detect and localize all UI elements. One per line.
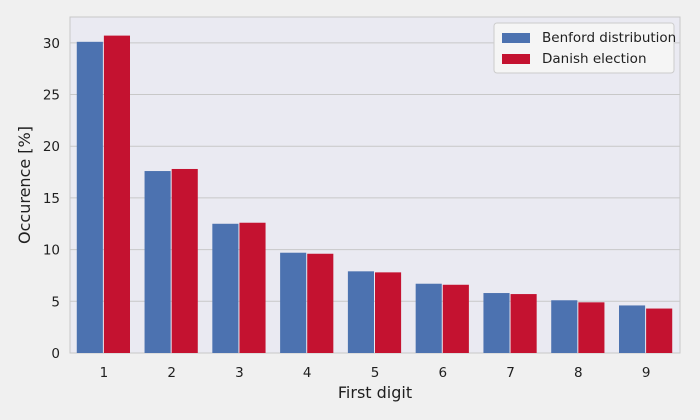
bar-benford-7	[483, 293, 510, 353]
legend: Benford distribution Danish election	[493, 22, 676, 74]
bar-danish-2	[171, 168, 198, 353]
y-tick-label: 0	[51, 346, 60, 362]
bars	[76, 35, 673, 354]
bar-danish-9	[646, 308, 673, 353]
x-tick-label: 3	[235, 365, 244, 381]
y-tick-label: 15	[43, 191, 60, 207]
bar-danish-1	[103, 35, 130, 354]
x-axis-label: First digit	[338, 383, 412, 402]
bar-danish-8	[578, 302, 605, 353]
y-tick-label: 25	[43, 88, 60, 104]
y-tick-labels: 0 5 10 15 20 25 30	[43, 36, 60, 362]
bar-benford-6	[415, 283, 442, 353]
bar-danish-5	[375, 272, 402, 353]
bar-benford-9	[619, 305, 646, 353]
x-tick-label: 7	[506, 365, 515, 381]
x-tick-label: 6	[438, 365, 447, 381]
y-tick-label: 30	[43, 36, 60, 52]
x-tick-label: 1	[100, 365, 109, 381]
legend-label-benford: Benford distribution	[542, 30, 676, 46]
bar-benford-1	[76, 41, 103, 353]
x-tick-label: 2	[167, 365, 176, 381]
legend-label-danish: Danish election	[542, 51, 647, 67]
bar-danish-7	[510, 294, 537, 353]
bar-benford-8	[551, 300, 578, 353]
bar-danish-3	[239, 222, 266, 353]
x-tick-label: 5	[371, 365, 380, 381]
legend-box	[493, 22, 675, 74]
x-tick-label: 9	[642, 365, 651, 381]
y-tick-label: 20	[43, 139, 60, 155]
bar-benford-4	[280, 252, 307, 353]
bar-danish-6	[442, 284, 469, 353]
legend-swatch-danish	[502, 54, 530, 64]
bar-benford-3	[212, 223, 239, 353]
x-tick-labels: 1 2 3 4 5 6 7 8 9	[100, 365, 651, 381]
bar-benford-5	[347, 271, 374, 353]
y-tick-label: 10	[43, 243, 60, 259]
bar-danish-4	[307, 253, 334, 353]
legend-swatch-benford	[502, 33, 530, 43]
y-axis-label: Occurence [%]	[15, 126, 34, 244]
bar-benford-2	[144, 171, 171, 353]
x-tick-label: 4	[303, 365, 312, 381]
y-tick-label: 5	[51, 294, 60, 310]
x-tick-label: 8	[574, 365, 583, 381]
